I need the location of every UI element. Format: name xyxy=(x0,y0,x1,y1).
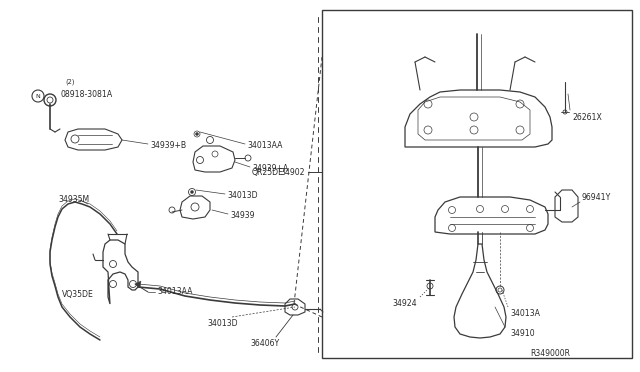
Text: (2): (2) xyxy=(65,79,74,85)
Text: R349000R: R349000R xyxy=(530,350,570,359)
Circle shape xyxy=(191,190,193,193)
Text: N: N xyxy=(35,93,40,99)
Text: 34013AA: 34013AA xyxy=(247,141,282,150)
Text: 08918-3081A: 08918-3081A xyxy=(60,90,112,99)
Text: 34939: 34939 xyxy=(230,211,255,219)
Text: 36406Y: 36406Y xyxy=(250,340,279,349)
Text: QR25DE: QR25DE xyxy=(252,167,284,176)
Text: 34910: 34910 xyxy=(510,330,534,339)
Text: 34013A: 34013A xyxy=(510,310,540,318)
Text: 34902: 34902 xyxy=(280,167,305,176)
Text: 34924: 34924 xyxy=(392,299,417,308)
Text: 34935M: 34935M xyxy=(58,195,89,203)
Text: 34013D: 34013D xyxy=(207,320,237,328)
Text: VQ35DE: VQ35DE xyxy=(62,289,94,298)
Text: 34939+A: 34939+A xyxy=(252,164,288,173)
Polygon shape xyxy=(135,281,141,288)
Text: 26261X: 26261X xyxy=(572,112,602,122)
Text: 34013AA: 34013AA xyxy=(157,288,193,296)
Text: 96941Y: 96941Y xyxy=(582,192,611,202)
Text: 34013D: 34013D xyxy=(227,190,258,199)
Circle shape xyxy=(195,132,198,135)
Text: 34939+B: 34939+B xyxy=(150,141,186,150)
